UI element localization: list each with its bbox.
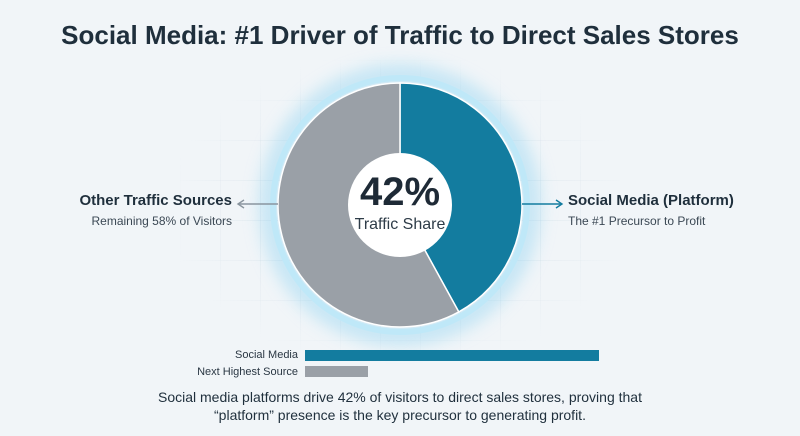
legend-other-note: Remaining 58% of Visitors (91, 214, 232, 228)
caption-line-2: “platform” presence is the key precursor… (214, 407, 586, 423)
arrow-left (236, 199, 278, 209)
slice-social-media (399, 82, 523, 313)
center-label: Traffic Share (354, 216, 446, 233)
legend-other-sources: Other Traffic Sources Remaining 58% of V… (40, 192, 232, 228)
legend-social-note: The #1 Precursor to Profit (568, 214, 706, 228)
bar-label-social-media: Social Media (235, 349, 298, 361)
legend-other-title: Other Traffic Sources (79, 192, 232, 209)
arrow-right (522, 199, 564, 209)
legend-social-title: Social Media (Platform) (568, 192, 734, 209)
donut-outer-ring (270, 75, 530, 335)
chart-title: Social Media: #1 Driver of Traffic to Di… (61, 20, 739, 50)
caption: Social media platforms drive 42% of visi… (100, 388, 700, 424)
caption-line-1: Social media platforms drive 42% of visi… (158, 389, 642, 405)
center-value: 42% (359, 170, 441, 214)
bar-next-highest (305, 366, 368, 377)
bar-label-next-highest: Next Highest Source (197, 366, 298, 378)
bar-social-media (305, 350, 599, 361)
donut-hole (348, 153, 452, 257)
legend-social-media: Social Media (Platform) The #1 Precursor… (568, 192, 788, 228)
